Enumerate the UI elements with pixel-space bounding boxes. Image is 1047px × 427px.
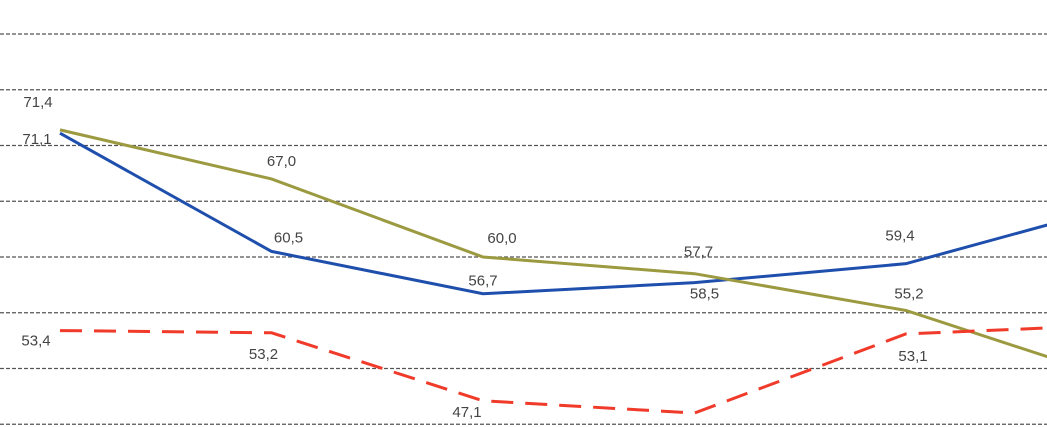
data-label: 71,1 [22,131,51,148]
series-line [59,128,1047,359]
data-label: 67,0 [267,153,296,170]
data-label: 53,1 [898,348,927,365]
series-line [59,326,1047,415]
plot-area: 71,1 60,5 56,7 57,7 59,4 71,4 67,0 60,0 58,5 55,2… [0,33,1047,425]
data-label: 71,4 [23,94,52,111]
data-label: 57,7 [684,244,713,261]
data-label: 60,0 [487,230,516,247]
data-label: 53,2 [249,346,278,363]
series-line [59,131,1047,296]
data-label: 60,5 [274,229,303,246]
data-label: 55,2 [894,285,923,302]
data-label: 56,7 [468,273,497,290]
data-label: 53,4 [21,333,50,350]
data-label: 58,5 [690,286,719,303]
data-label: 59,4 [885,228,914,245]
data-label: 47,1 [452,404,481,421]
